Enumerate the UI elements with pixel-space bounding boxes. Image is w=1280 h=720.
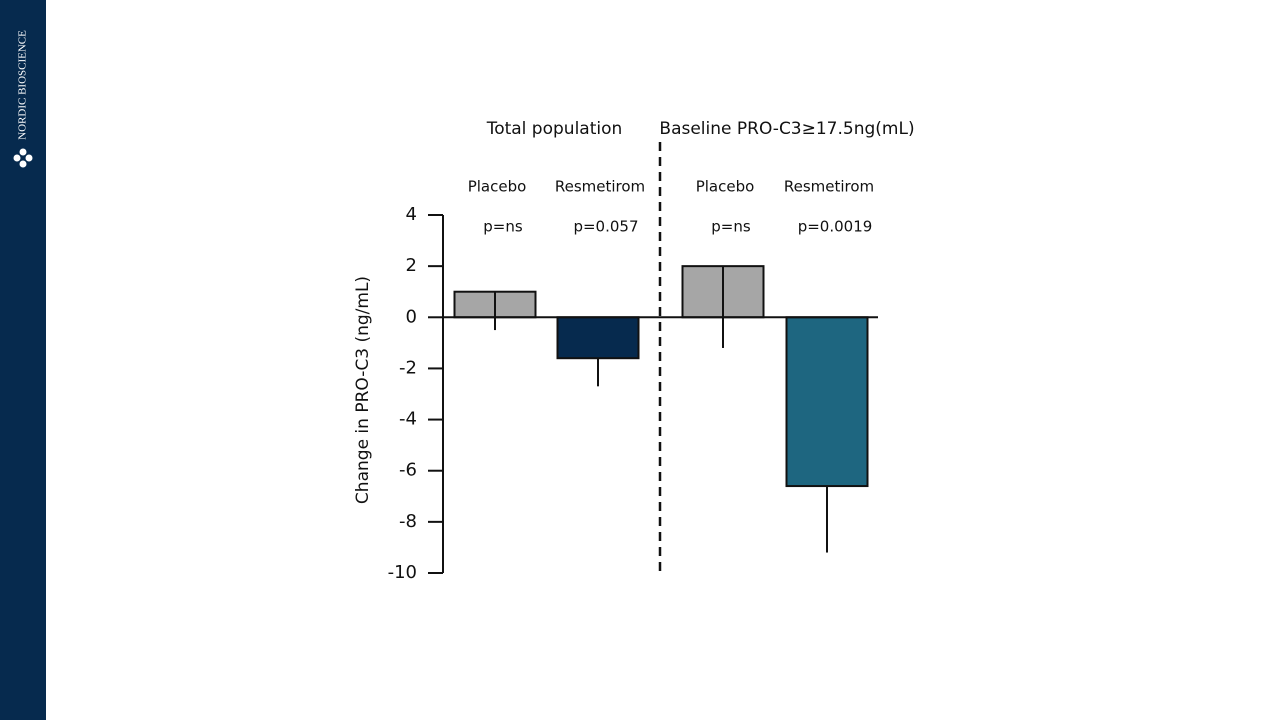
y-tick-label: 2 (406, 255, 417, 276)
group-label: Total population (486, 119, 623, 139)
logo (13, 148, 33, 168)
p-value: p=ns (483, 218, 523, 236)
bar (785, 316, 869, 488)
brand: NORDIC BIOSCIENCE (17, 30, 29, 140)
p-value: p=ns (711, 218, 751, 236)
y-tick-label: -2 (399, 357, 417, 378)
p-value: p=0.0019 (798, 218, 873, 236)
sidebar (0, 0, 46, 720)
category-label: Placebo (696, 178, 755, 196)
y-axis-label: Change in PRO-C3 (ng/mL) (353, 276, 373, 504)
category-label: Resmetirom (784, 178, 874, 196)
p-value: p=0.057 (573, 218, 638, 236)
y-tick-label: -8 (399, 511, 417, 532)
bar (556, 316, 640, 360)
category-label: Resmetirom (555, 178, 645, 196)
category-label: Placebo (468, 178, 527, 196)
y-tick-label: -6 (399, 460, 417, 481)
y-tick-label: 4 (406, 204, 417, 225)
y-tick-label: -10 (388, 562, 417, 583)
y-tick-label: -4 (399, 409, 417, 430)
group-label: Baseline PRO-C3≥17.5ng(mL) (659, 119, 914, 139)
y-tick-label: 0 (406, 306, 417, 327)
